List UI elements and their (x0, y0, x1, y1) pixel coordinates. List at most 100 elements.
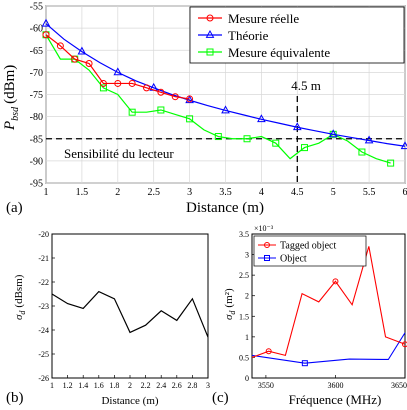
y-tick-label-c: 1 (245, 333, 249, 342)
data-point-a (221, 105, 230, 114)
threshold-label: Sensibilité du lecteur (64, 146, 174, 161)
data-point-a (214, 133, 222, 141)
x-tick-label-a: 5.5 (363, 187, 376, 198)
data-point-a (328, 129, 338, 138)
y-label-main-a: P (2, 121, 18, 131)
x-tick-label-a: 4.5 (291, 187, 304, 198)
panel-label-a: (a) (6, 200, 23, 216)
series-a (41, 18, 407, 167)
x-tick-label-b: 1 (50, 381, 54, 390)
x-tick-label-b: 3 (206, 381, 210, 390)
legend-entry-a: Mesure réelle (228, 11, 299, 26)
y-tick-label-a: -75 (30, 90, 43, 101)
y-exponent-c: ×10⁻³ (254, 224, 274, 233)
y-label-unit-b: (dBsm) (13, 274, 25, 307)
data-point-a (77, 46, 87, 55)
y-tick-label-c: 3.5 (239, 230, 249, 239)
y-tick-label-a: -85 (30, 134, 43, 145)
x-tick-label-b: 1.8 (109, 381, 119, 390)
grid-a (45, 5, 406, 184)
y-tick-label-b: -21 (38, 254, 49, 263)
data-point-a (128, 108, 136, 116)
x-tick-label-b: 2.4 (156, 381, 166, 390)
legend-entry-c: Tagged object (280, 241, 336, 252)
x-tick-label-b: 2 (128, 381, 132, 390)
y-label-main-c: σ (223, 314, 235, 320)
data-point-a (292, 122, 302, 131)
data-point-c (402, 341, 407, 348)
legend-box-a (189, 6, 405, 64)
series-line-a (45, 23, 406, 147)
y-tick-label-a: -70 (30, 68, 43, 79)
data-point-a (42, 31, 50, 39)
x-tick-label-b: 1.4 (78, 381, 88, 390)
y-tick-label-c: 3 (245, 251, 249, 260)
y-tick-label-b: -22 (38, 278, 49, 287)
data-point-c (332, 278, 339, 285)
y-tick-label-b: -23 (38, 302, 49, 311)
y-label-main-b: σ (13, 314, 25, 320)
panel-label-c: (c) (212, 390, 229, 406)
data-point-a (41, 18, 51, 27)
data-point-a (272, 139, 280, 147)
y-tick-label-a: -90 (30, 156, 43, 167)
y-tick-label-a: -80 (30, 112, 43, 123)
y-tick-label-a: -60 (30, 24, 43, 35)
y-label-sub-b: d (18, 310, 27, 315)
y-tick-label-a: -55 (30, 2, 43, 13)
x-tick-label-a: 1 (44, 187, 49, 198)
annotations-a: Sensibilité du lecteur 4.5 m (46, 78, 405, 183)
series-line-c (251, 332, 406, 364)
y-tick-label-b: -24 (38, 326, 49, 335)
data-point-a (364, 135, 374, 144)
series-line-a (45, 34, 190, 100)
x-tick-label-a: 1.5 (76, 187, 89, 198)
legend-entry-c: Object (280, 254, 307, 265)
x-axis-label-b: Distance (m) (101, 395, 158, 407)
x-tick-label-a: 5 (331, 187, 336, 198)
x-axis-label-c: Fréquence (MHz) (289, 392, 382, 407)
y-tick-label-a: -95 (30, 179, 43, 190)
legend-c: Tagged object Object (253, 235, 367, 267)
data-point-a (157, 106, 165, 114)
x-tick-label-b: 2.8 (187, 381, 197, 390)
legend-box-c (253, 235, 367, 267)
ticks-c: 3550 3600 3650 0 0.5 1 1.5 2 2.5 3 3.5 (239, 230, 407, 390)
series-c (251, 246, 407, 367)
data-point-a (171, 93, 179, 101)
y-tick-label-a: -65 (30, 46, 43, 57)
y-label-unit-a: (dBm) (2, 65, 18, 104)
y-tick-label-c: 2 (245, 292, 249, 301)
legend-marker-c (264, 242, 270, 248)
y-label-unit-c: (m²) (223, 288, 235, 308)
series-b (51, 290, 209, 338)
y-axis-label-a: Pbsd (dBm) (2, 65, 21, 131)
data-point-a (114, 79, 122, 87)
data-point-a (185, 95, 194, 104)
x-tick-label-c: 3650 (391, 381, 407, 390)
x-tick-label-b: 2.2 (141, 381, 151, 390)
data-point-c (265, 348, 272, 355)
x-tick-label-b: 2.6 (172, 381, 182, 390)
legend-entry-a: Mesure équivalente (228, 45, 330, 60)
x-tick-label-a: 3 (187, 187, 192, 198)
panel-label-b: (b) (6, 390, 24, 406)
legend-marker-c (264, 255, 270, 261)
data-point-a (56, 42, 64, 50)
distance-label: 4.5 m (291, 78, 321, 93)
data-point-a (186, 115, 194, 123)
y-label-sub-a: bsd (10, 106, 21, 121)
y-tick-label-c: 2.5 (239, 271, 249, 280)
y-axis-label-c: σd (m²) (223, 288, 237, 320)
x-tick-label-a: 6 (403, 187, 407, 198)
data-point-a (257, 114, 266, 123)
series-line-b (51, 290, 209, 338)
legend-a: Mesure réelle Théorie Mesure équivalente (189, 6, 405, 64)
data-point-a (243, 135, 251, 143)
data-point-a (99, 84, 107, 92)
chart-b: 1 1.2 1.4 1.6 1.8 2 2.2 2.4 2.6 2.8 3 -26 -25 -24 -23 -… (6, 230, 210, 407)
y-tick-label-c: 0.5 (239, 353, 249, 362)
data-point-a (71, 55, 79, 63)
y-tick-label-c: 1.5 (239, 312, 249, 321)
